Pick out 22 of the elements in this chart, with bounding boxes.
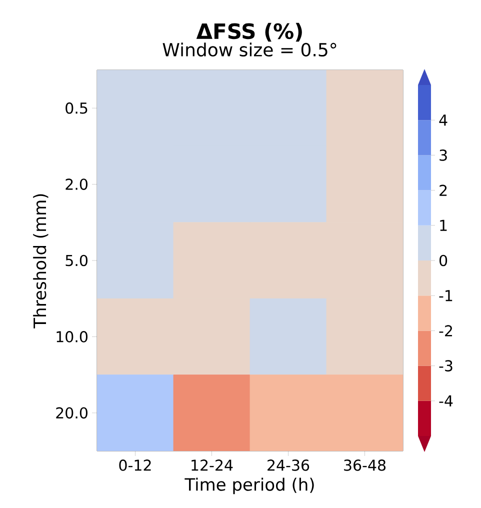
chart-subtitle: Window size = 0.5° [162, 42, 336, 57]
color-bar-label: 3 [440, 150, 447, 161]
y-axis-title: Threshold (mm) [33, 194, 48, 328]
color-bar-label: -4 [439, 395, 453, 406]
color-bar-label: -2 [439, 325, 452, 336]
color-bar-label: 1 [440, 220, 447, 231]
x-axis-title: Time period (h) [184, 478, 314, 494]
color-bar-label: -1 [439, 290, 452, 302]
y-tick-label: 5.0 [66, 254, 88, 266]
x-tick-label: 0-12 [119, 460, 151, 471]
chart-title: ΔFSS (%) [196, 22, 302, 42]
color-bar-label: 0 [440, 254, 448, 266]
y-tick-label: 0.5 [66, 102, 88, 114]
x-tick-label: 24-36 [268, 460, 310, 471]
color-bar-label: 2 [440, 184, 447, 196]
y-tick-label: 2.0 [66, 178, 88, 190]
y-tick-label: 20.0 [56, 407, 88, 419]
y-tick-label: 10.0 [56, 331, 88, 342]
x-tick-label: 36-48 [344, 460, 386, 471]
color-bar-label: 4 [439, 114, 448, 126]
color-bar-label: -3 [439, 360, 452, 372]
x-tick-label: 12-24 [192, 460, 233, 471]
